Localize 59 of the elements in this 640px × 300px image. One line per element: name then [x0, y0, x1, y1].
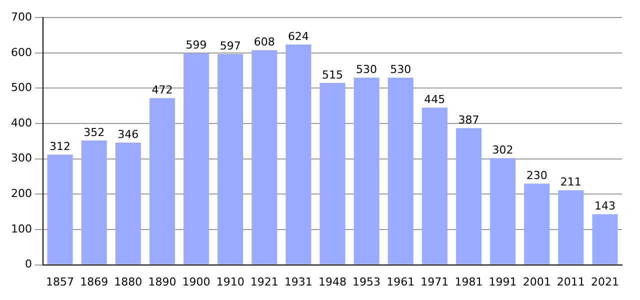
data-label: 624 — [288, 30, 309, 43]
x-tick-label: 1953 — [352, 275, 381, 288]
bar — [422, 108, 448, 264]
data-label: 597 — [220, 39, 241, 52]
bar — [115, 142, 141, 264]
data-label: 530 — [356, 62, 378, 76]
y-tick-label: 600 — [10, 46, 32, 59]
data-label: 445 — [424, 93, 446, 106]
data-label: 302 — [492, 144, 514, 157]
x-tick-label: 2021 — [590, 275, 619, 288]
bar — [218, 54, 244, 264]
y-tick-label: 0 — [24, 258, 32, 271]
bar — [320, 82, 346, 264]
y-tick-label: 400 — [10, 116, 32, 130]
data-label: 211 — [560, 176, 582, 189]
bar — [149, 98, 175, 264]
bar — [490, 158, 516, 264]
data-label: 346 — [118, 128, 139, 141]
bar — [354, 78, 380, 264]
y-tick-label: 700 — [10, 10, 32, 24]
data-label: 599 — [186, 38, 207, 52]
data-label: 608 — [254, 35, 275, 48]
x-tick-label: 1900 — [182, 275, 210, 288]
x-tick-label: 1991 — [488, 275, 517, 288]
y-tick-label: 300 — [10, 152, 32, 165]
data-label: 143 — [594, 200, 616, 213]
data-label: 387 — [458, 113, 480, 126]
x-tick-label: 2001 — [522, 275, 551, 288]
y-tick-label: 200 — [10, 187, 32, 200]
data-label: 230 — [526, 168, 548, 182]
bar — [558, 190, 584, 264]
x-tick-label: 1921 — [250, 275, 278, 288]
bar — [388, 78, 414, 264]
data-label: 515 — [322, 68, 343, 82]
bar — [592, 214, 618, 264]
y-tick-label: 100 — [10, 222, 32, 236]
x-tick-label: 1981 — [454, 275, 483, 288]
bar — [183, 53, 210, 264]
bar — [252, 50, 278, 264]
x-tick-label: 1948 — [318, 275, 346, 288]
x-tick-label: 1931 — [284, 275, 312, 288]
x-tick-label: 1880 — [114, 275, 142, 288]
x-tick-label: 1971 — [420, 275, 449, 288]
x-tick-label: 1910 — [216, 275, 244, 288]
x-tick-label: 1961 — [386, 275, 415, 288]
x-tick-label: 1890 — [148, 275, 176, 288]
x-tick-label: 1869 — [80, 275, 108, 288]
data-label: 530 — [390, 62, 412, 76]
bar — [286, 44, 312, 264]
bar — [81, 140, 107, 264]
bar — [524, 184, 550, 264]
data-label: 472 — [152, 83, 173, 96]
y-tick-label: 500 — [10, 81, 32, 94]
data-label: 312 — [50, 140, 71, 153]
x-tick-label: 1857 — [46, 275, 74, 288]
bar — [47, 154, 73, 264]
bar — [456, 128, 482, 264]
x-tick-label: 2011 — [556, 275, 585, 288]
data-label: 352 — [84, 126, 105, 139]
